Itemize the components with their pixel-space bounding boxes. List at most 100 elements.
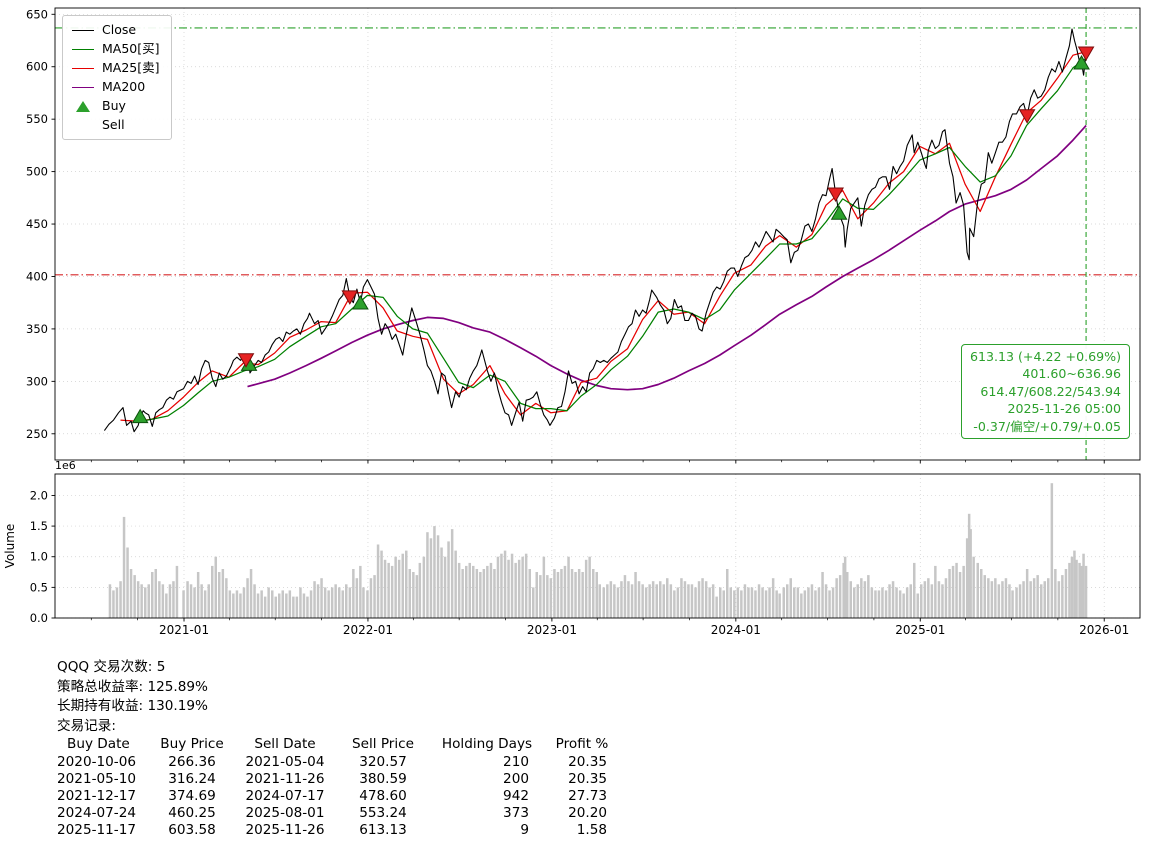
svg-text:450: 450 [26,217,48,231]
trade-cell: 2024-07-24 [57,805,137,822]
ma50-line-swatch [72,48,94,50]
trade-cell: 2025-08-01 [245,805,325,822]
trade-row: 2021-05-10 316.24 2021-11-26 380.59 200 20.35 [57,771,617,788]
trade-cell: 2021-12-17 [57,787,137,804]
buy-marker [830,205,848,220]
legend-item-close: Close [72,23,160,37]
volume-scale-label: 1e6 [55,459,76,472]
trade-cell: 2021-05-10 [57,770,137,787]
ma25-line-swatch [72,67,94,69]
trade-cell: 553.24 [359,805,407,822]
col-header-buy-price: Buy Price [160,736,224,753]
trade-cell: 380.59 [359,770,407,787]
buy-marker [1073,54,1090,70]
hold-return-line: 长期持有收益: 130.19% [57,698,208,715]
trade-row: 2024-07-24 460.25 2025-08-01 553.24 373 20.20 [57,805,617,822]
col-header-profit: Profit % [555,736,609,753]
svg-text:500: 500 [26,165,48,179]
svg-text:2023-01: 2023-01 [527,623,577,637]
svg-text:0.0: 0.0 [30,611,48,625]
axes-frames [54,7,1141,619]
legend: Close MA50[买] MA25[卖] MA200 Buy Sell [62,15,172,140]
annotation-range-line: 401.60~636.96 [1022,366,1121,382]
svg-text:0.5: 0.5 [30,580,48,594]
trade-row: 2021-12-17 374.69 2024-07-17 478.60 942 27.73 [57,788,617,805]
trade-cell: 266.36 [168,753,216,770]
svg-text:2022-01: 2022-01 [343,623,393,637]
trade-cell: 2021-05-04 [245,753,325,770]
sell-marker [1018,109,1036,124]
trade-cell: 200 [503,770,529,787]
close-line-swatch [72,29,94,31]
legend-label-ma25: MA25[卖] [102,60,160,75]
ma200-line [247,124,1087,391]
annotation-signal-line: -0.37/偏空/+0.79/+0.05 [973,418,1121,434]
trade-table-header: Buy Date Buy Price Sell Date Sell Price … [57,736,617,753]
ma50--line [141,57,1087,422]
sell-marker [1077,46,1095,61]
svg-text:1.0: 1.0 [30,550,48,564]
col-header-sell-date: Sell Date [254,736,316,753]
ma200-line-swatch [72,86,94,88]
trade-count-line: QQQ 交易次数: 5 [57,659,166,675]
trade-cell: 20.35 [568,753,607,770]
svg-text:1.5: 1.5 [30,519,48,533]
trade-cell: 320.57 [359,753,407,770]
svg-text:550: 550 [26,112,48,126]
annotation-date-line: 2025-11-26 05:00 [1007,401,1122,417]
annotation-price-line: 613.13 (+4.22 +0.69%) [969,349,1121,364]
price-series [103,28,1087,433]
trade-cell: 210 [503,753,529,770]
legend-item-ma50: MA50[买] [72,42,160,56]
svg-text:2024-01: 2024-01 [711,623,761,637]
gridlines [55,8,1140,619]
annotation-ma-line: 614.47/608.22/543.94 [980,383,1121,399]
svg-text:2.0: 2.0 [30,488,48,502]
legend-item-sell: Sell [72,118,160,132]
trade-cell: 27.73 [568,787,607,804]
svg-text:650: 650 [26,7,48,21]
legend-label-buy: Buy [102,98,126,113]
ma25--line [120,50,1087,422]
legend-item-ma200: MA200 [72,80,160,94]
svg-text:350: 350 [26,322,48,336]
strategy-chart-svg: 250 300 350 400 450 500 550 600 650 0.0 0.5 1.0 1.5 2… [3,7,1141,637]
svg-text:2025-01: 2025-01 [895,623,945,637]
trade-row: 2020-10-06 266.36 2021-05-04 320.57 210 20.35 [57,754,617,771]
tick-labels: 250 300 350 400 450 500 550 600 650 0.0 0.5 1.0 1.5 2… [26,7,1129,637]
trade-cell: 2024-07-17 [245,787,325,804]
svg-text:600: 600 [26,60,48,74]
svg-text:2021-01: 2021-01 [159,623,209,637]
sell-marker [237,353,255,368]
trade-cell: 1.58 [576,822,607,839]
buy-triangle-icon [76,100,90,112]
trade-cell: 20.20 [568,805,607,822]
trade-table: Buy Date Buy Price Sell Date Sell Price … [57,736,617,839]
last-bar-annotation: 613.13 (+4.22 +0.69%) 401.60~636.96 614.… [960,344,1130,440]
trade-cell: 2020-10-06 [57,753,137,770]
legend-label-sell: Sell [102,117,125,132]
trade-cell: 373 [503,805,529,822]
trade-cell: 460.25 [168,805,216,822]
trade-cell: 316.24 [168,770,216,787]
buy-marker [352,295,369,310]
trade-cell: 2025-11-17 [57,822,137,839]
trade-cell: 374.69 [168,787,216,804]
trade-cell: 942 [503,787,529,804]
trade-markers [131,46,1095,424]
trade-rows: 2020-10-06 266.36 2021-05-04 320.57 210 20.35… [57,754,617,840]
svg-text:2026-01: 2026-01 [1079,623,1129,637]
legend-item-buy: Buy [72,99,160,113]
legend-label-close: Close [102,22,137,37]
sell-marker [341,290,359,305]
legend-item-ma25: MA25[卖] [72,61,160,75]
svg-text:300: 300 [26,374,48,388]
trade-cell: 603.58 [168,822,216,839]
svg-text:250: 250 [26,427,48,441]
volume-bars [108,483,1088,618]
close-line [103,28,1087,433]
trade-cell: 20.35 [568,770,607,787]
col-header-sell-price: Sell Price [351,736,415,753]
trade-row: 2025-11-17 603.58 2025-11-26 613.13 9 1.58 [57,822,617,839]
